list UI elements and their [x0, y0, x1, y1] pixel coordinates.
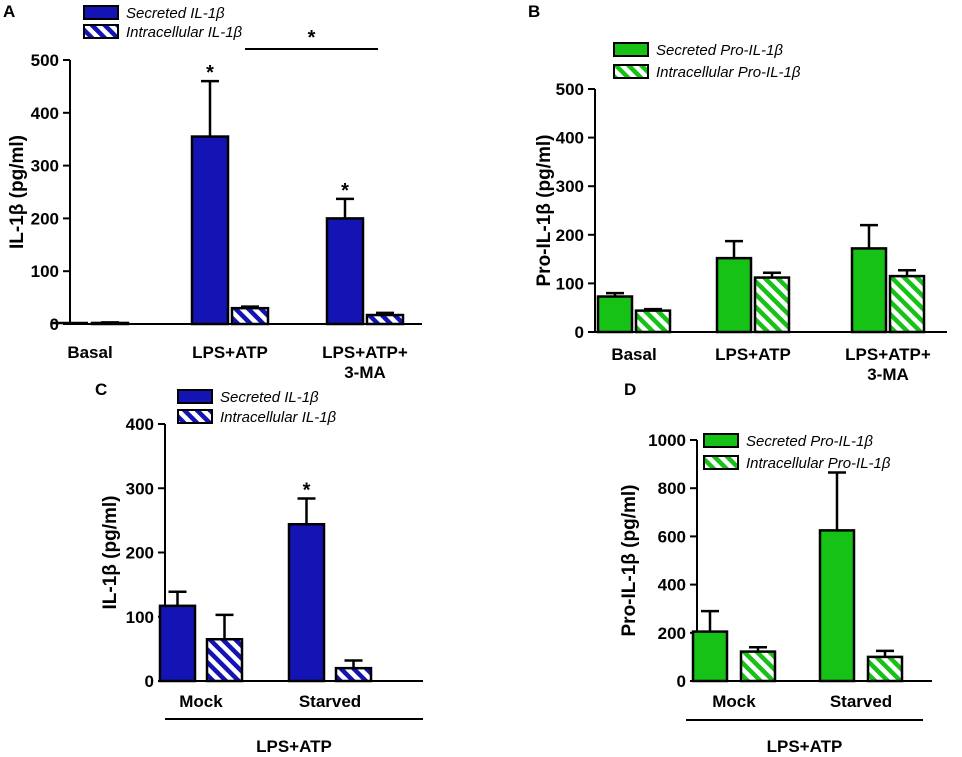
significance-star: *	[303, 480, 311, 502]
bar	[715, 256, 753, 334]
y-tick-label: 100	[31, 262, 59, 281]
y-tick-label: 500	[556, 80, 584, 99]
bar	[888, 274, 926, 334]
legend: Secreted Pro-IL-1β Intracellular Pro-IL-1…	[703, 433, 891, 472]
legend: Secreted IL-1β Intracellular IL-1β	[83, 5, 243, 41]
y-tick-label: 400	[556, 129, 584, 148]
panel-a: A 0 100 200 300 400 500 IL-1β (pg/ml) Basal LPS+A…	[3, 2, 422, 382]
bar	[739, 650, 777, 683]
legend-swatch	[613, 64, 649, 79]
legend-swatch	[83, 24, 119, 39]
legend-label: Secreted Pro-IL-1β	[746, 433, 873, 450]
bar	[190, 135, 230, 326]
y-tick-label: 400	[126, 415, 154, 434]
legend-swatch	[177, 389, 213, 404]
y-axis-title: IL-1β (pg/ml)	[7, 135, 28, 249]
bar	[818, 529, 856, 683]
legend-label: Intracellular IL-1β	[126, 24, 243, 41]
bar	[634, 309, 672, 334]
legend-label: Secreted IL-1β	[220, 389, 319, 406]
y-tick-label: 400	[658, 576, 686, 595]
y-tick-label: 200	[658, 624, 686, 643]
category-label: LPS+ATP	[715, 345, 791, 364]
category-label: Basal	[67, 343, 112, 362]
y-tick-label: 100	[126, 608, 154, 627]
category-label: Mock	[712, 692, 756, 711]
legend-label: Intracellular Pro-IL-1β	[656, 64, 801, 81]
panel-letter: A	[3, 2, 15, 21]
bar	[753, 276, 791, 334]
category-label: Mock	[179, 692, 223, 711]
bar	[158, 604, 197, 683]
category-label: LPS+ATP+	[845, 345, 931, 364]
y-tick-label: 800	[658, 479, 686, 498]
significance-star: *	[308, 27, 316, 49]
panel-letter: D	[624, 380, 636, 399]
bar	[90, 321, 130, 326]
category-label: Basal	[611, 345, 656, 364]
legend-swatch	[177, 409, 213, 424]
y-tick-label: 200	[126, 544, 154, 563]
bar	[850, 247, 888, 334]
category-label: 3-MA	[344, 363, 386, 382]
category-label: Starved	[830, 692, 892, 711]
y-tick-label: 0	[145, 672, 154, 691]
significance-star: *	[206, 62, 214, 84]
y-tick-label: 1000	[648, 431, 686, 450]
y-tick-label: 300	[126, 479, 154, 498]
y-axis-title: Pro-IL-1β (pg/ml)	[619, 485, 640, 637]
y-tick-label: 200	[556, 226, 584, 245]
legend: Secreted Pro-IL-1β Intracellular Pro-IL-1…	[613, 42, 801, 81]
y-tick-label: 400	[31, 104, 59, 123]
category-label: 3-MA	[867, 365, 909, 384]
bar	[596, 295, 634, 334]
significance-star: *	[341, 180, 349, 202]
category-label: LPS+ATP+	[322, 343, 408, 362]
panel-d: D 0 200 400 600 800 1000 Pro-IL-1β (pg/ml) Mock S…	[619, 380, 932, 756]
bar	[287, 522, 326, 683]
y-tick-label: 100	[556, 274, 584, 293]
bar	[866, 655, 904, 683]
panel-letter: C	[95, 380, 107, 399]
bar	[334, 666, 373, 683]
bar	[365, 313, 405, 326]
legend-label: Secreted IL-1β	[126, 5, 225, 22]
y-tick-label: 0	[50, 315, 59, 334]
category-label: LPS+ATP	[192, 343, 268, 362]
y-tick-label: 600	[658, 527, 686, 546]
legend-swatch	[703, 455, 739, 470]
y-tick-label: 300	[556, 177, 584, 196]
y-tick-label: 0	[677, 672, 686, 691]
y-axis-title: IL-1β (pg/ml)	[100, 496, 121, 610]
legend-label: Intracellular IL-1β	[220, 409, 337, 426]
panel-letter: B	[528, 2, 540, 21]
legend-label: Secreted Pro-IL-1β	[656, 42, 783, 59]
y-tick-label: 300	[31, 157, 59, 176]
y-tick-label: 200	[31, 209, 59, 228]
category-label: Starved	[299, 692, 361, 711]
legend: Secreted IL-1β Intracellular IL-1β	[177, 389, 337, 426]
legend-swatch	[83, 5, 119, 20]
legend-label: Intracellular Pro-IL-1β	[746, 455, 891, 472]
y-tick-label: 0	[575, 323, 584, 342]
panel-c: C 0 100 200 300 400 IL-1β (pg/ml) Mock Starved LP…	[95, 380, 423, 756]
y-axis-title: Pro-IL-1β (pg/ml)	[534, 135, 555, 287]
group-label: LPS+ATP	[767, 737, 843, 756]
bar	[325, 217, 365, 326]
y-tick-label: 500	[31, 51, 59, 70]
chart-root: A 0 100 200 300 400 500 IL-1β (pg/ml) Basal LPS+A…	[3, 2, 947, 756]
bar	[691, 630, 729, 683]
legend-swatch	[613, 42, 649, 57]
legend-swatch	[703, 433, 739, 448]
group-label: LPS+ATP	[256, 737, 332, 756]
bar	[230, 306, 270, 326]
panel-b: B 0 100 200 300 400 500 Pro-IL-1β (pg/ml) Basal L…	[528, 2, 947, 384]
bar	[205, 637, 244, 683]
